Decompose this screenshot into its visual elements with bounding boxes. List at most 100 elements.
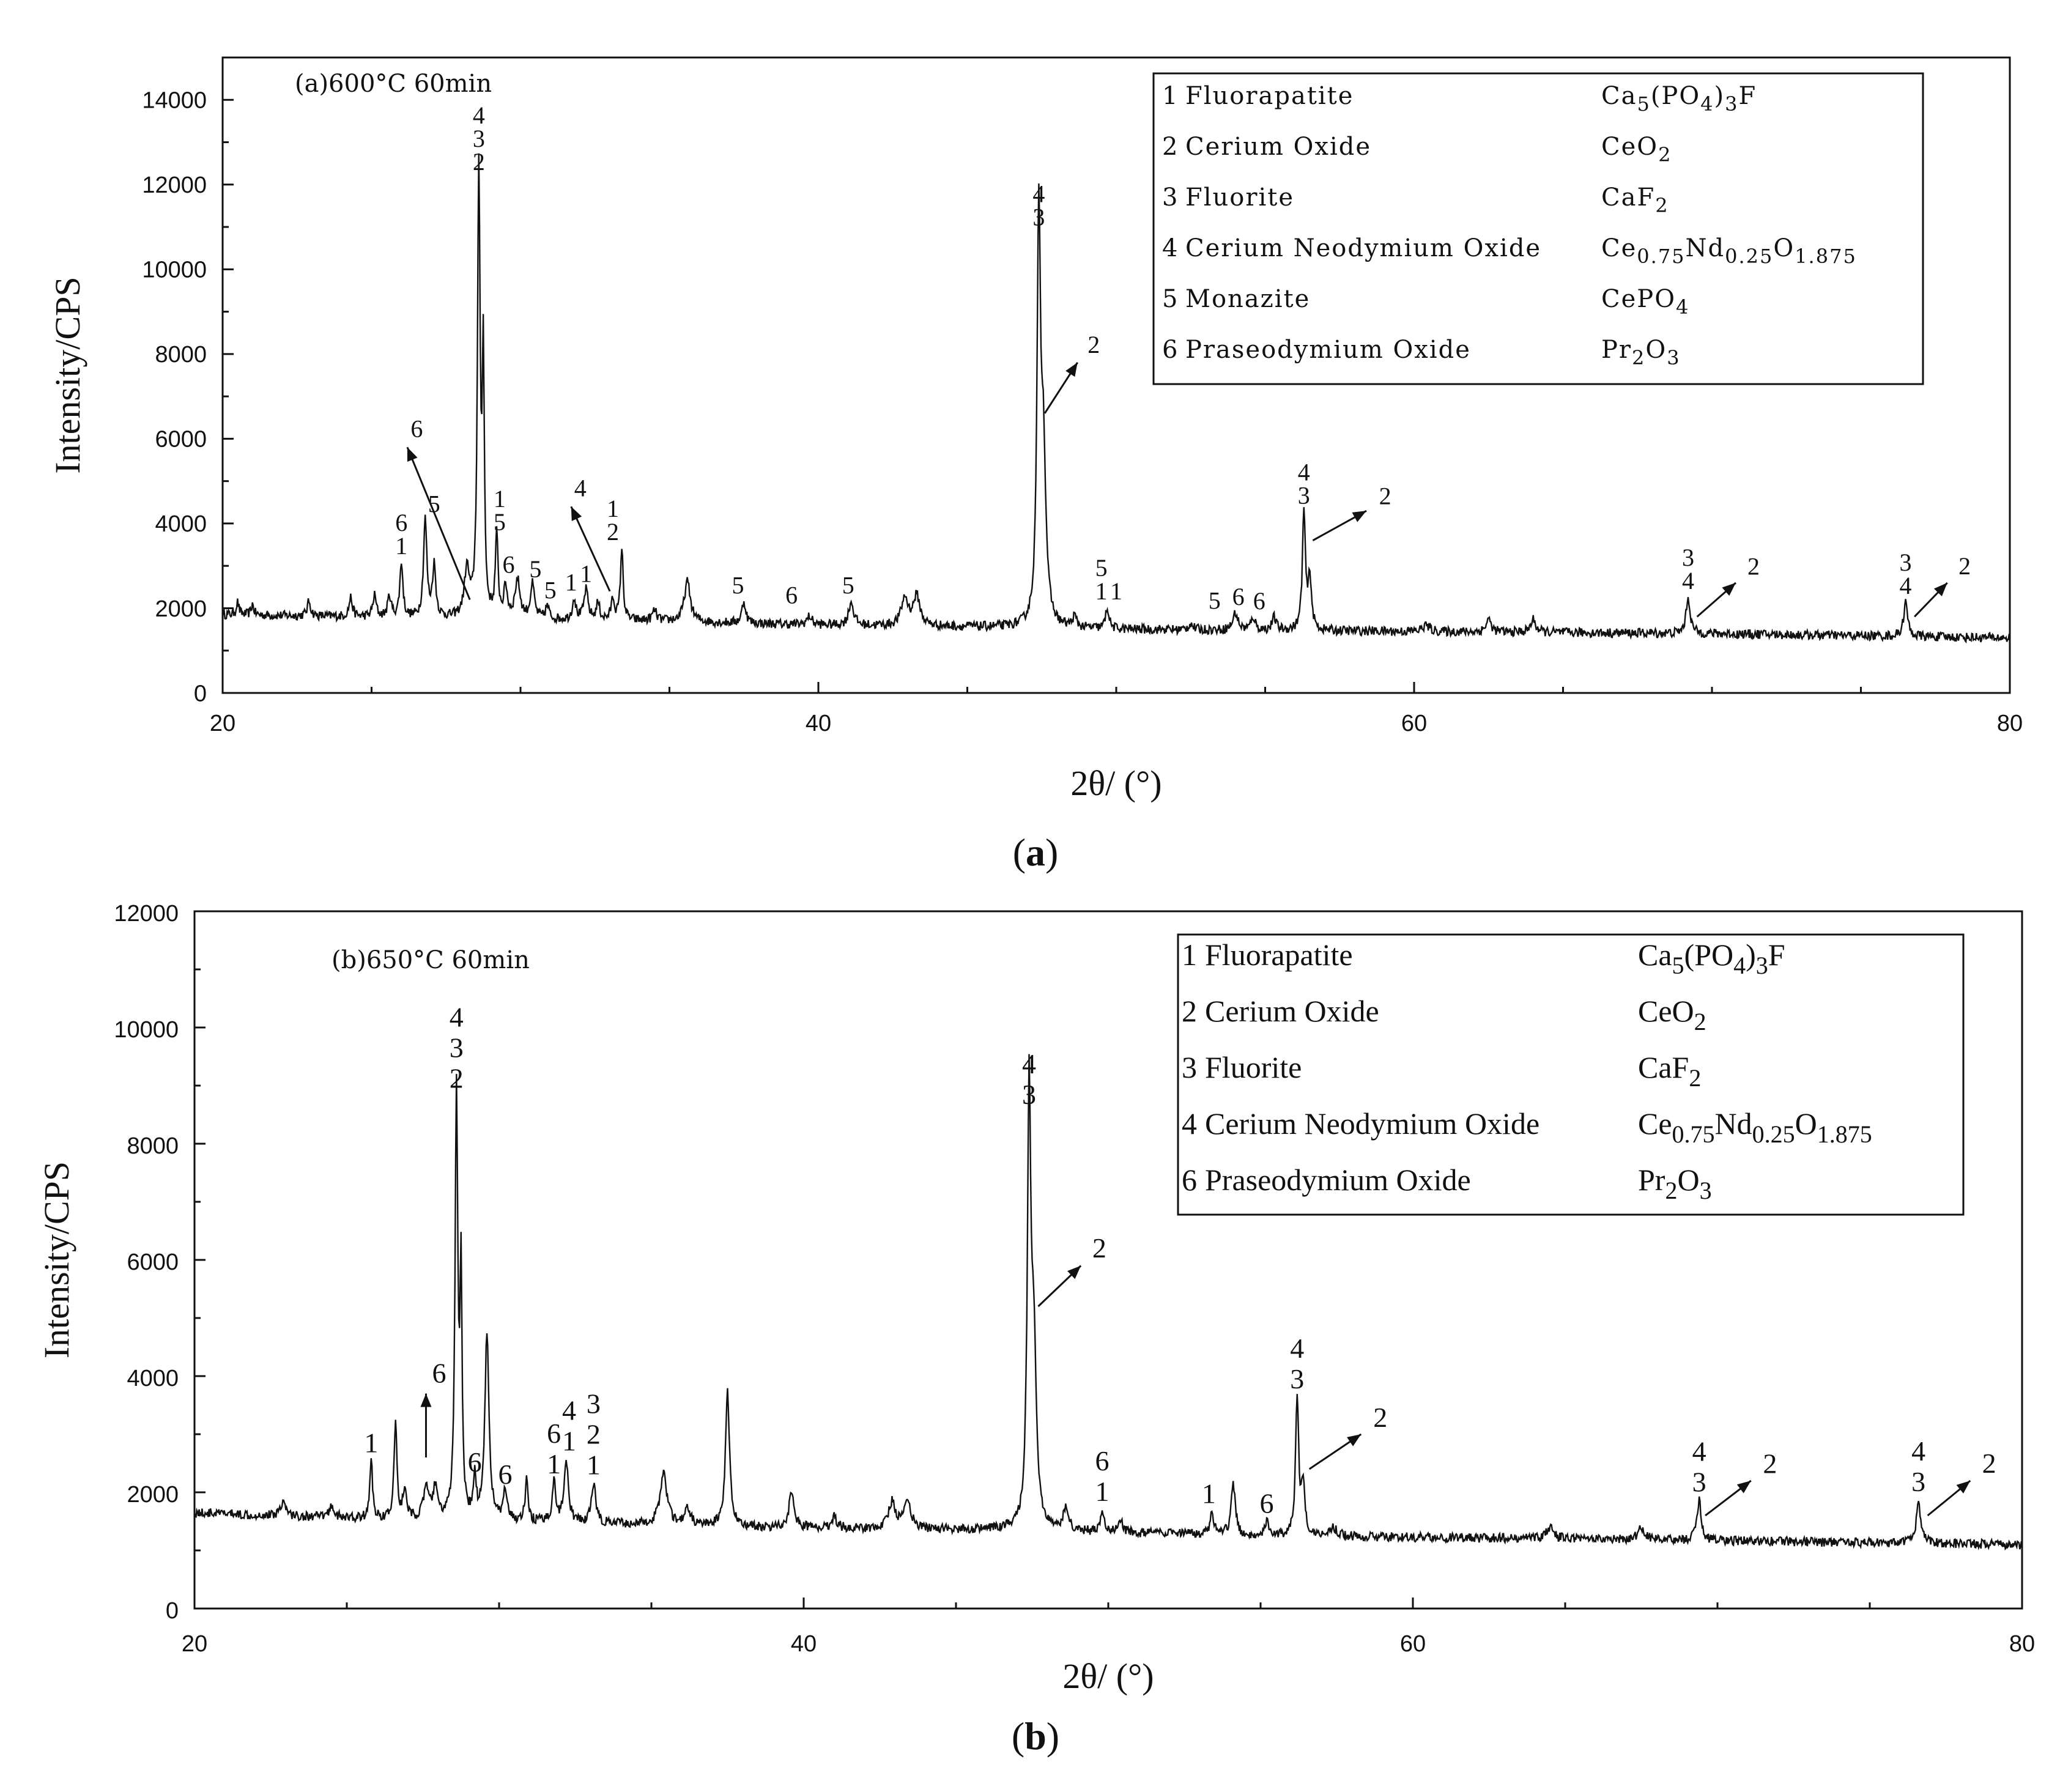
peak-label: 5 (842, 572, 854, 599)
peak-label: 3 (1900, 549, 1912, 576)
peak-label: 6 (1095, 1445, 1110, 1476)
legend-number: 4 (1162, 234, 1179, 262)
peak-label: 3 (1298, 481, 1310, 509)
legend-number: 6 (1162, 336, 1179, 364)
legend-box (1177, 933, 1965, 1216)
formula-subscript: 5 (1637, 92, 1650, 116)
peak-label: 3 (450, 1032, 464, 1064)
formula-text: Ca (1638, 938, 1672, 972)
peak-label: 3 (1022, 1079, 1036, 1110)
peak-label: 1 (395, 532, 407, 560)
legend-formula: CaF2 (1638, 1050, 1701, 1092)
legend-number: 6 (1182, 1163, 1197, 1197)
panel-caption: (b) (1012, 1714, 1059, 1758)
peak-label: 2 (587, 1419, 601, 1450)
legend-row: 4 Cerium Neodymium Oxide Ce0.75Nd0.25O1.87… (1182, 1106, 1872, 1148)
formula-subscript: 1.875 (1795, 245, 1857, 268)
peak-label: 5 (494, 508, 506, 536)
peak-label: 3 (1290, 1363, 1304, 1394)
legend-name: Fluorapatite (1185, 82, 1354, 110)
peak-label: 6 (547, 1418, 561, 1449)
formula-subscript: 0.75 (1637, 245, 1685, 268)
x-tick-label: 80 (2009, 1631, 2035, 1657)
legend-formula: CeO2 (1638, 994, 1706, 1035)
peak-label: 3 (587, 1388, 601, 1420)
peak-label: 4 (1682, 567, 1694, 594)
legend: 1 Fluorapatite Ca5(PO4)3F2 Cerium Oxide CeO2… (1152, 72, 1924, 385)
arrow-label: 2 (1087, 331, 1100, 358)
peak-label: 1 (494, 485, 506, 513)
legend-row: 2 Cerium Oxide CeO2 (1162, 133, 1672, 166)
arrow-head (1736, 1481, 1751, 1494)
legend-name: Praseodymium Oxide (1185, 336, 1471, 364)
formula-text: CeO (1601, 133, 1658, 161)
arrow-label: 2 (1373, 1402, 1387, 1433)
formula-subscript: 2 (1655, 194, 1669, 217)
legend: 1 Fluorapatite Ca5(PO4)3F2 Cerium Oxide CeO2… (1177, 933, 1965, 1216)
formula-text: Ca (1601, 82, 1637, 110)
formula-text: F (1738, 82, 1757, 110)
arrow-head (1722, 582, 1736, 596)
peak-label: 4 (1911, 1435, 1925, 1467)
y-axis-title: Intensity/CPS (48, 276, 87, 473)
y-tick-label: 0 (194, 681, 207, 706)
y-axis-title: Intensity/CPS (37, 1161, 76, 1358)
peak-label: 4 (1022, 1048, 1036, 1079)
legend-row: 1 Fluorapatite Ca5(PO4)3F (1162, 82, 1757, 116)
legend-formula: Ca5(PO4)3F (1638, 938, 1785, 979)
legend-number: 1 (1162, 82, 1179, 110)
peak-label: 6 (498, 1459, 512, 1490)
legend-name: Cerium Oxide (1185, 133, 1371, 161)
legend-row: 3 Fluorite CaF2 (1182, 1050, 1701, 1092)
formula-text: CaF (1601, 183, 1655, 212)
legend-name: Monazite (1185, 285, 1310, 313)
y-tick-label: 6000 (127, 1250, 179, 1275)
peak-label: 1 (547, 1448, 561, 1479)
arrow-label: 2 (1982, 1448, 1996, 1479)
formula-text: CeO (1638, 994, 1694, 1028)
peak-label: 1 (364, 1427, 378, 1459)
legend-formula: CeO2 (1601, 133, 1672, 166)
legend-formula: CePO4 (1601, 285, 1689, 319)
y-tick-label: 8000 (155, 342, 207, 368)
legend-number: 3 (1182, 1050, 1197, 1084)
xrd-trace (221, 153, 2010, 644)
xrd-trace (193, 1054, 2023, 1551)
formula-subscript: 2 (1665, 1177, 1677, 1204)
peak-label: 3 (1911, 1466, 1925, 1497)
peak-label: 6 (1232, 583, 1245, 610)
y-tick-label: 4000 (127, 1366, 179, 1391)
legend-formula: Ce0.75Nd0.25O1.875 (1638, 1106, 1872, 1148)
formula-subscript: 2 (1632, 346, 1645, 369)
legend-name: Fluorapatite (1205, 938, 1353, 972)
peak-label: 6 (1253, 587, 1265, 615)
y-tick-label: 4000 (155, 511, 207, 537)
formula-text: ) (1714, 82, 1725, 110)
formula-subscript: 3 (1667, 346, 1680, 369)
panel-caption-letter: b (1024, 1714, 1047, 1758)
formula-text: (PO (1651, 82, 1700, 110)
formula-subscript: 0.25 (1752, 1120, 1795, 1148)
peak-label: 6 (785, 581, 798, 609)
formula-subscript: 5 (1672, 952, 1684, 979)
peak-label: 4 (1290, 1333, 1304, 1364)
peak-label: 4 (1900, 572, 1912, 599)
peak-label: 4 (562, 1395, 576, 1426)
y-tick-label: 14000 (142, 88, 207, 114)
legend-number: 4 (1182, 1106, 1197, 1141)
formula-subscript: 0.75 (1672, 1120, 1715, 1148)
arrow-label: 6 (410, 415, 423, 442)
peak-label: 3 (1692, 1466, 1706, 1497)
arrow-head (1067, 1265, 1081, 1279)
formula-text: Pr (1638, 1163, 1665, 1197)
formula-text: Ce (1601, 234, 1637, 262)
arrow-head (1352, 511, 1367, 522)
arrow-head (1933, 582, 1947, 596)
legend-name: Cerium Neodymium Oxide (1205, 1106, 1539, 1141)
legend-row: 1 Fluorapatite Ca5(PO4)3F (1182, 938, 1785, 979)
legend-name: Praseodymium Oxide (1205, 1163, 1471, 1197)
formula-text: CePO (1601, 285, 1676, 313)
peak-label: 4 (473, 102, 485, 129)
y-axis: 0 2000 4000 6000 8000 10000 12000 14000 (142, 56, 234, 706)
